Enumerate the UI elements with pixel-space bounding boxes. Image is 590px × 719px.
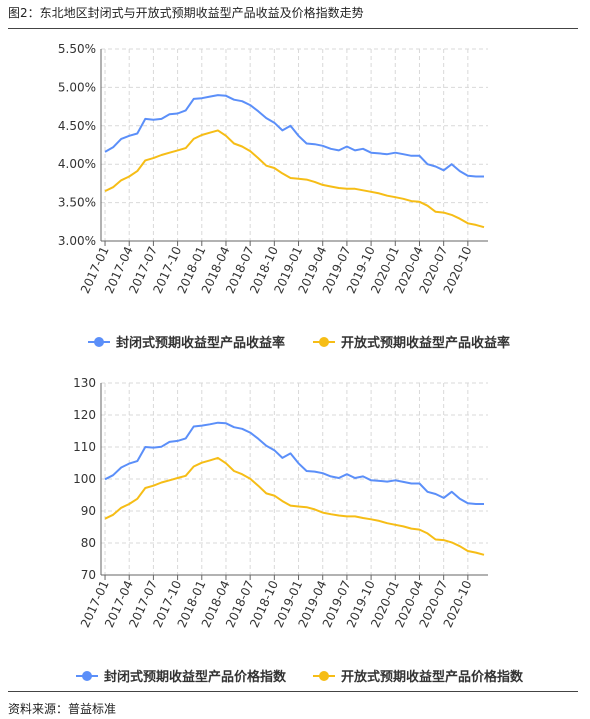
y-tick-label: 70	[81, 568, 96, 582]
legend-swatch-marker	[319, 671, 329, 681]
y-tick-label: 5.50%	[58, 42, 96, 56]
legend-swatch-marker	[94, 337, 104, 347]
legend-swatch-marker	[82, 671, 92, 681]
y-tick-label: 100	[73, 472, 96, 486]
y-tick-label: 3.00%	[58, 234, 96, 248]
legend-label: 开放式预期收益型产品价格指数	[341, 669, 524, 685]
series-line-open	[104, 129, 485, 229]
y-tick-label: 90	[81, 504, 96, 518]
y-tick-label: 120	[73, 408, 96, 422]
series-line-closed	[104, 94, 484, 178]
y-tick-label: 130	[73, 376, 96, 390]
y-tick-label: 3.50%	[58, 196, 96, 210]
series-line-open	[104, 456, 485, 556]
y-tick-label: 110	[73, 440, 96, 454]
y-tick-label: 4.00%	[58, 157, 96, 171]
chart-frame	[8, 28, 578, 692]
y-tick-label: 4.50%	[58, 119, 96, 133]
legend-label: 开放式预期收益型产品收益率	[341, 335, 510, 351]
figure-title: 图2：东北地区封闭式与开放式预期收益型产品收益及价格指数走势	[8, 6, 364, 20]
legend-label: 封闭式预期收益型产品价格指数	[104, 669, 287, 685]
y-tick-label: 80	[81, 536, 96, 550]
y-tick-label: 5.00%	[58, 80, 96, 94]
legend-swatch-marker	[319, 337, 329, 347]
legend-label: 封闭式预期收益型产品收益率	[116, 335, 285, 351]
source-note: 资料来源：普益标准	[8, 702, 117, 716]
series-line-closed	[104, 421, 484, 505]
